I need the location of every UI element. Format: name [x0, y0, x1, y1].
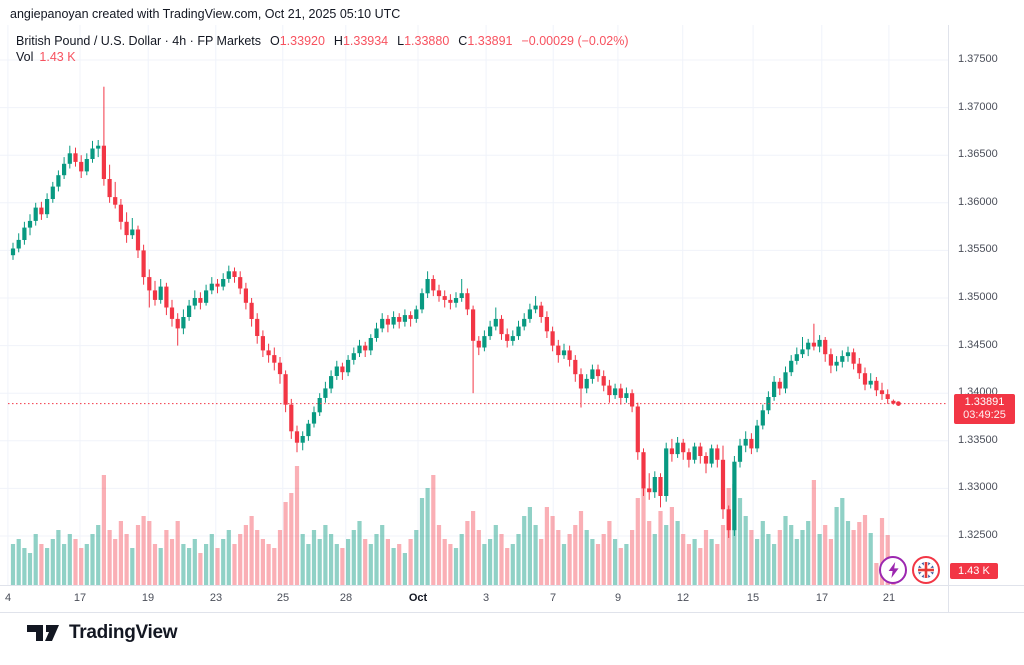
price-tick-label: 1.35000	[958, 291, 998, 303]
high-value: 1.33934	[342, 34, 389, 48]
time-tick-label: 17	[815, 592, 829, 604]
vol-label: Vol	[16, 50, 34, 64]
time-tick-label: 7	[549, 592, 557, 604]
symbol-description[interactable]: British Pound / U.S. Dollar · 4h · FP Ma…	[16, 34, 261, 48]
bar-countdown: 03:49:25	[963, 409, 1006, 421]
change-value: −0.00029 (−0.02%)	[521, 34, 629, 48]
gbp-flag-button[interactable]	[912, 556, 940, 584]
price-axis[interactable]: 1.37500 1.37000 1.36500 1.36000 1.35500 1.350…	[958, 0, 1024, 612]
instant-trading-button[interactable]	[879, 556, 907, 584]
time-tick-label: 25	[276, 592, 290, 604]
last-price-label: 1.33891 03:49:25	[954, 394, 1015, 424]
uk-flag-icon	[918, 562, 934, 578]
close-label: C	[458, 34, 468, 48]
price-tick-label: 1.36500	[958, 148, 998, 160]
time-tick-label: 9	[614, 592, 622, 604]
time-tick-label: 12	[676, 592, 690, 604]
lightning-bolt-icon	[888, 562, 899, 578]
time-tick-label: Oct	[408, 592, 428, 604]
price-tick-label: 1.33000	[958, 481, 998, 493]
time-tick-label: 15	[746, 592, 760, 604]
time-tick-label: 19	[141, 592, 155, 604]
tradingview-logo-text: TradingView	[69, 622, 178, 643]
ohlc-low: L 1.33880	[397, 34, 449, 48]
chart-legend: British Pound / U.S. Dollar · 4h · FP Ma…	[16, 34, 629, 48]
volume-legend: Vol 1.43 K	[16, 50, 76, 64]
time-axis[interactable]: 4 17 19 23 25 28 Oct 3 7 9 12 15 17 21	[0, 589, 948, 612]
price-tick-label: 1.37000	[958, 101, 998, 113]
high-label: H	[333, 34, 343, 48]
time-tick-label: 21	[882, 592, 896, 604]
time-tick-label: 3	[482, 592, 490, 604]
time-tick-label: 23	[209, 592, 223, 604]
low-label: L	[397, 34, 405, 48]
open-value: 1.33920	[279, 34, 325, 48]
low-value: 1.33880	[404, 34, 450, 48]
price-tick-label: 1.32500	[958, 529, 998, 541]
price-tick-label: 1.37500	[958, 53, 998, 65]
last-volume-label: 1.43 K	[950, 563, 998, 579]
time-tick-label: 17	[73, 592, 87, 604]
time-tick-label: 4	[4, 592, 12, 604]
tradingview-logo[interactable]: TradingView	[26, 621, 178, 645]
last-price-value: 1.33891	[964, 396, 1005, 408]
price-tick-label: 1.36000	[958, 196, 998, 208]
price-tick-label: 1.33500	[958, 434, 998, 446]
ohlc-close: C 1.33891	[458, 34, 512, 48]
vol-value: 1.43 K	[39, 50, 76, 64]
close-value: 1.33891	[467, 34, 513, 48]
time-tick-label: 28	[339, 592, 353, 604]
open-label: O	[270, 34, 280, 48]
watermark-text: angiepanoyan created with TradingView.co…	[10, 7, 401, 21]
ohlc-open: O 1.33920	[270, 34, 325, 48]
price-tick-label: 1.35500	[958, 243, 998, 255]
price-tick-label: 1.34500	[958, 339, 998, 351]
tradingview-mark-icon	[27, 625, 59, 641]
ohlc-high: H 1.33934	[334, 34, 388, 48]
